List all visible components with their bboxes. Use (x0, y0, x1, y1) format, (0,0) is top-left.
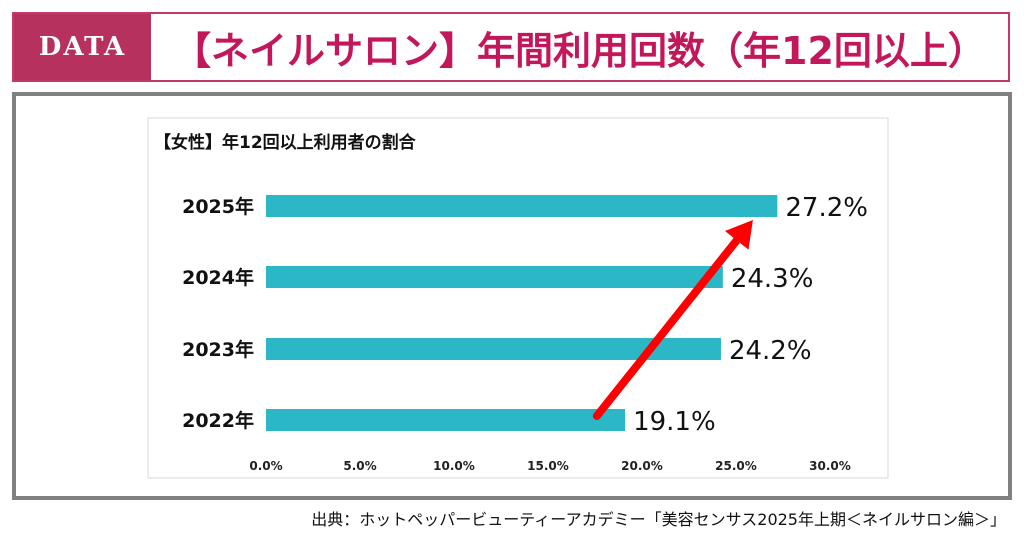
bar (266, 409, 626, 431)
category-label: 2025年 (182, 195, 254, 218)
bar (266, 266, 723, 288)
header-banner: DATA 【ネイルサロン】年間利用回数（年12回以上） (12, 12, 1010, 82)
trend-arrow-shaft (592, 236, 741, 420)
chart-title: 【女性】年12回以上利用者の割合 (154, 132, 417, 153)
x-tick-label: 25.0% (715, 459, 757, 473)
category-label: 2023年 (182, 338, 254, 361)
bar (266, 195, 778, 217)
x-tick-label: 20.0% (621, 459, 663, 473)
data-badge: DATA (14, 14, 151, 80)
data-label: 24.3% (731, 264, 814, 294)
x-tick-label: 0.0% (249, 459, 282, 473)
data-label: 24.2% (729, 336, 812, 366)
x-tick-label: 15.0% (527, 459, 569, 473)
chart-frame: 【女性】年12回以上利用者の割合 2025年 27.2% 2024年 24.3% 202… (12, 92, 1012, 500)
category-label: 2024年 (182, 266, 254, 289)
source-citation: 出典：ホットペッパービューティーアカデミー「美容センサス2025年上期＜ネイルサ… (311, 510, 1006, 529)
category-label: 2022年 (182, 409, 254, 432)
x-tick-label: 5.0% (343, 459, 376, 473)
data-label: 27.2% (785, 193, 868, 223)
page-title: 【ネイルサロン】年間利用回数（年12回以上） (173, 28, 986, 73)
trend-arrow-head (724, 220, 753, 250)
x-tick-label: 30.0% (809, 459, 851, 473)
x-tick-label: 10.0% (433, 459, 475, 473)
bar (266, 338, 721, 360)
bar-chart: 【女性】年12回以上利用者の割合 2025年 27.2% 2024年 24.3% 202… (147, 117, 889, 479)
data-label: 19.1% (633, 407, 716, 437)
